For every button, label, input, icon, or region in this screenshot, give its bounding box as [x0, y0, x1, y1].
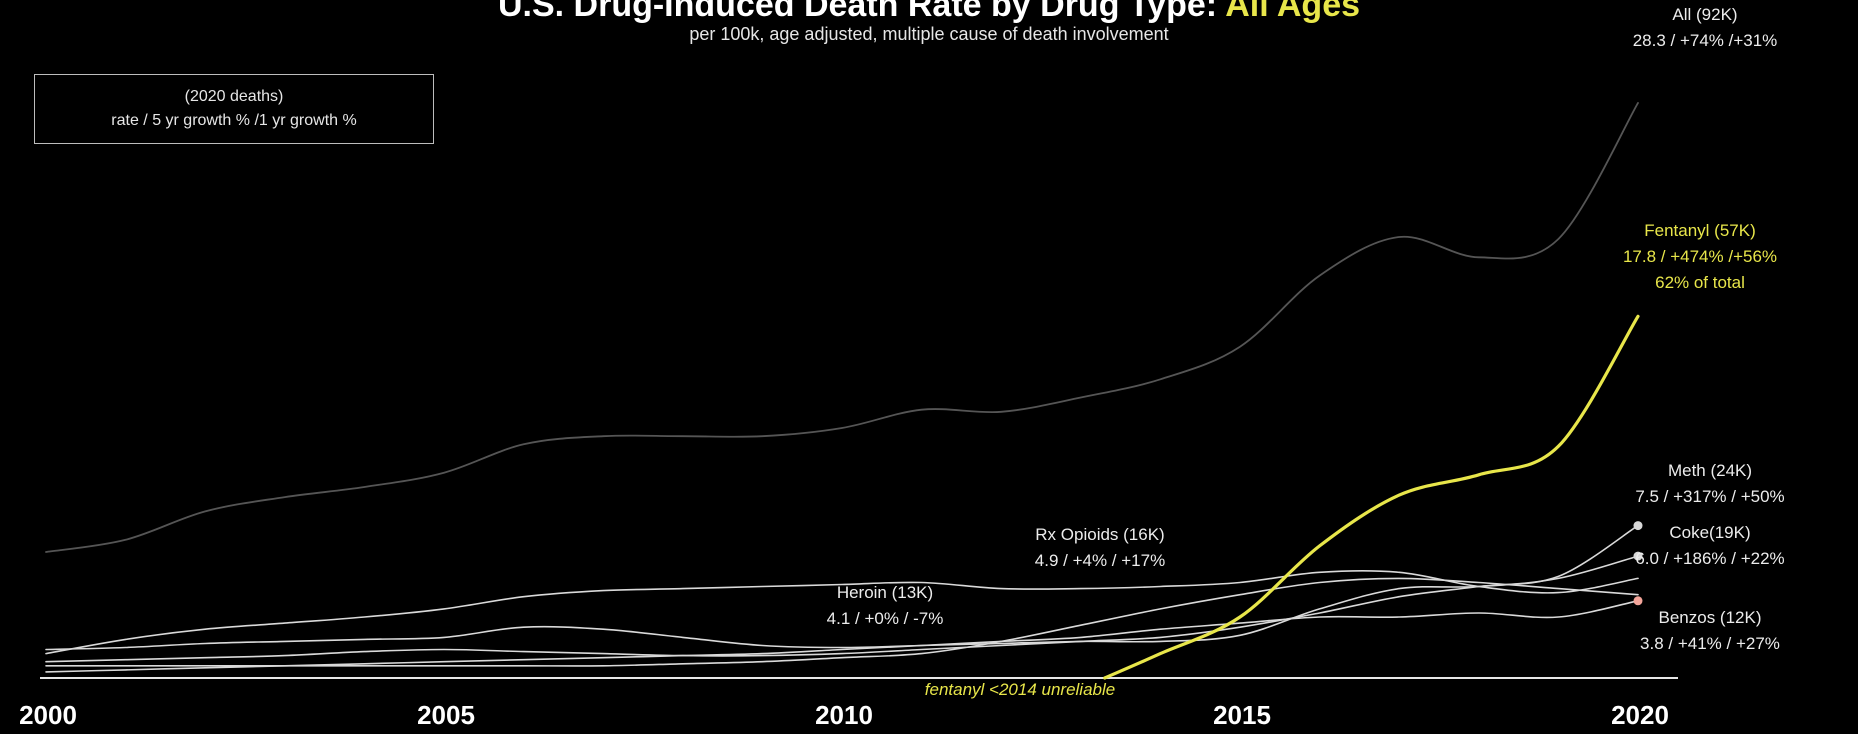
benzos-label-stats: 3.8 / +41% / +27% [1640, 634, 1780, 653]
meth-series-line [45, 524, 1639, 663]
x-tick-label: 2000 [19, 700, 77, 730]
rx-opioids-label-name: Rx Opioids (16K) [1035, 525, 1165, 544]
fentanyl-label-share: 62% of total [1655, 273, 1745, 292]
rx-series-line [45, 569, 1639, 655]
heroin-series-line [45, 577, 1639, 667]
rx-opioids-series-label: Rx Opioids (16K) 4.9 / +4% / +17% [970, 522, 1230, 574]
fentanyl-label-stats: 17.8 / +474% /+56% [1622, 247, 1778, 266]
coke-label-stats: 6.0 / +186% / +22% [1635, 549, 1785, 568]
x-tick-label: 2010 [815, 700, 873, 730]
legend-box-line2: rate / 5 yr growth % /1 yr growth % [111, 112, 357, 129]
fentanyl-series-line [1103, 314, 1640, 680]
meth-label-stats: 7.5 / +317% / +50% [1635, 487, 1785, 506]
fentanyl-reliability-note: fentanyl <2014 unreliable [924, 680, 1116, 699]
meth-series-label: Meth (24K) 7.5 / +317% / +50% [1570, 458, 1850, 510]
x-tick-label: 2020 [1611, 700, 1669, 730]
legend-box-line1: (2020 deaths) [184, 88, 284, 105]
heroin-series-label: Heroin (13K) 4.1 / +0% / -7% [765, 580, 1005, 632]
benzos-end-marker [1633, 596, 1643, 606]
coke-series-label: Coke(19K) 6.0 / +186% / +22% [1570, 520, 1850, 572]
chart-title: U.S. Drug-Induced Death Rate by Drug Typ… [497, 0, 1361, 24]
coke-end-marker [1633, 551, 1643, 561]
all-series-label: All (92K) 28.3 / +74% /+31% [1570, 2, 1840, 54]
fentanyl-label-name: Fentanyl (57K) [1644, 221, 1756, 240]
meth-end-marker [1633, 521, 1643, 531]
all-label-stats: 28.3 / +74% /+31% [1632, 31, 1778, 50]
all-series-line [45, 102, 1639, 553]
chart-subtitle: per 100k, age adjusted, multiple cause o… [689, 24, 1169, 44]
all-label-name: All (92K) [1672, 5, 1738, 24]
fentanyl-series-label: Fentanyl (57K) 17.8 / +474% /+56% 62% of… [1550, 218, 1850, 296]
x-tick-label: 2005 [417, 700, 475, 730]
heroin-label-stats: 4.1 / +0% / -7% [826, 609, 944, 628]
x-tick-label: 2015 [1213, 700, 1271, 730]
benzos-label-name: Benzos (12K) [1658, 608, 1762, 627]
meth-label-name: Meth (24K) [1667, 461, 1753, 480]
heroin-label-name: Heroin (13K) [836, 583, 934, 602]
benzos-series-label: Benzos (12K) 3.8 / +41% / +27% [1570, 605, 1850, 657]
coke-series-line [45, 555, 1639, 651]
legend-box: (2020 deaths) rate / 5 yr growth % /1 yr… [34, 74, 434, 144]
rx-opioids-label-stats: 4.9 / +4% / +17% [1034, 551, 1166, 570]
coke-label-name: Coke(19K) [1669, 523, 1751, 542]
